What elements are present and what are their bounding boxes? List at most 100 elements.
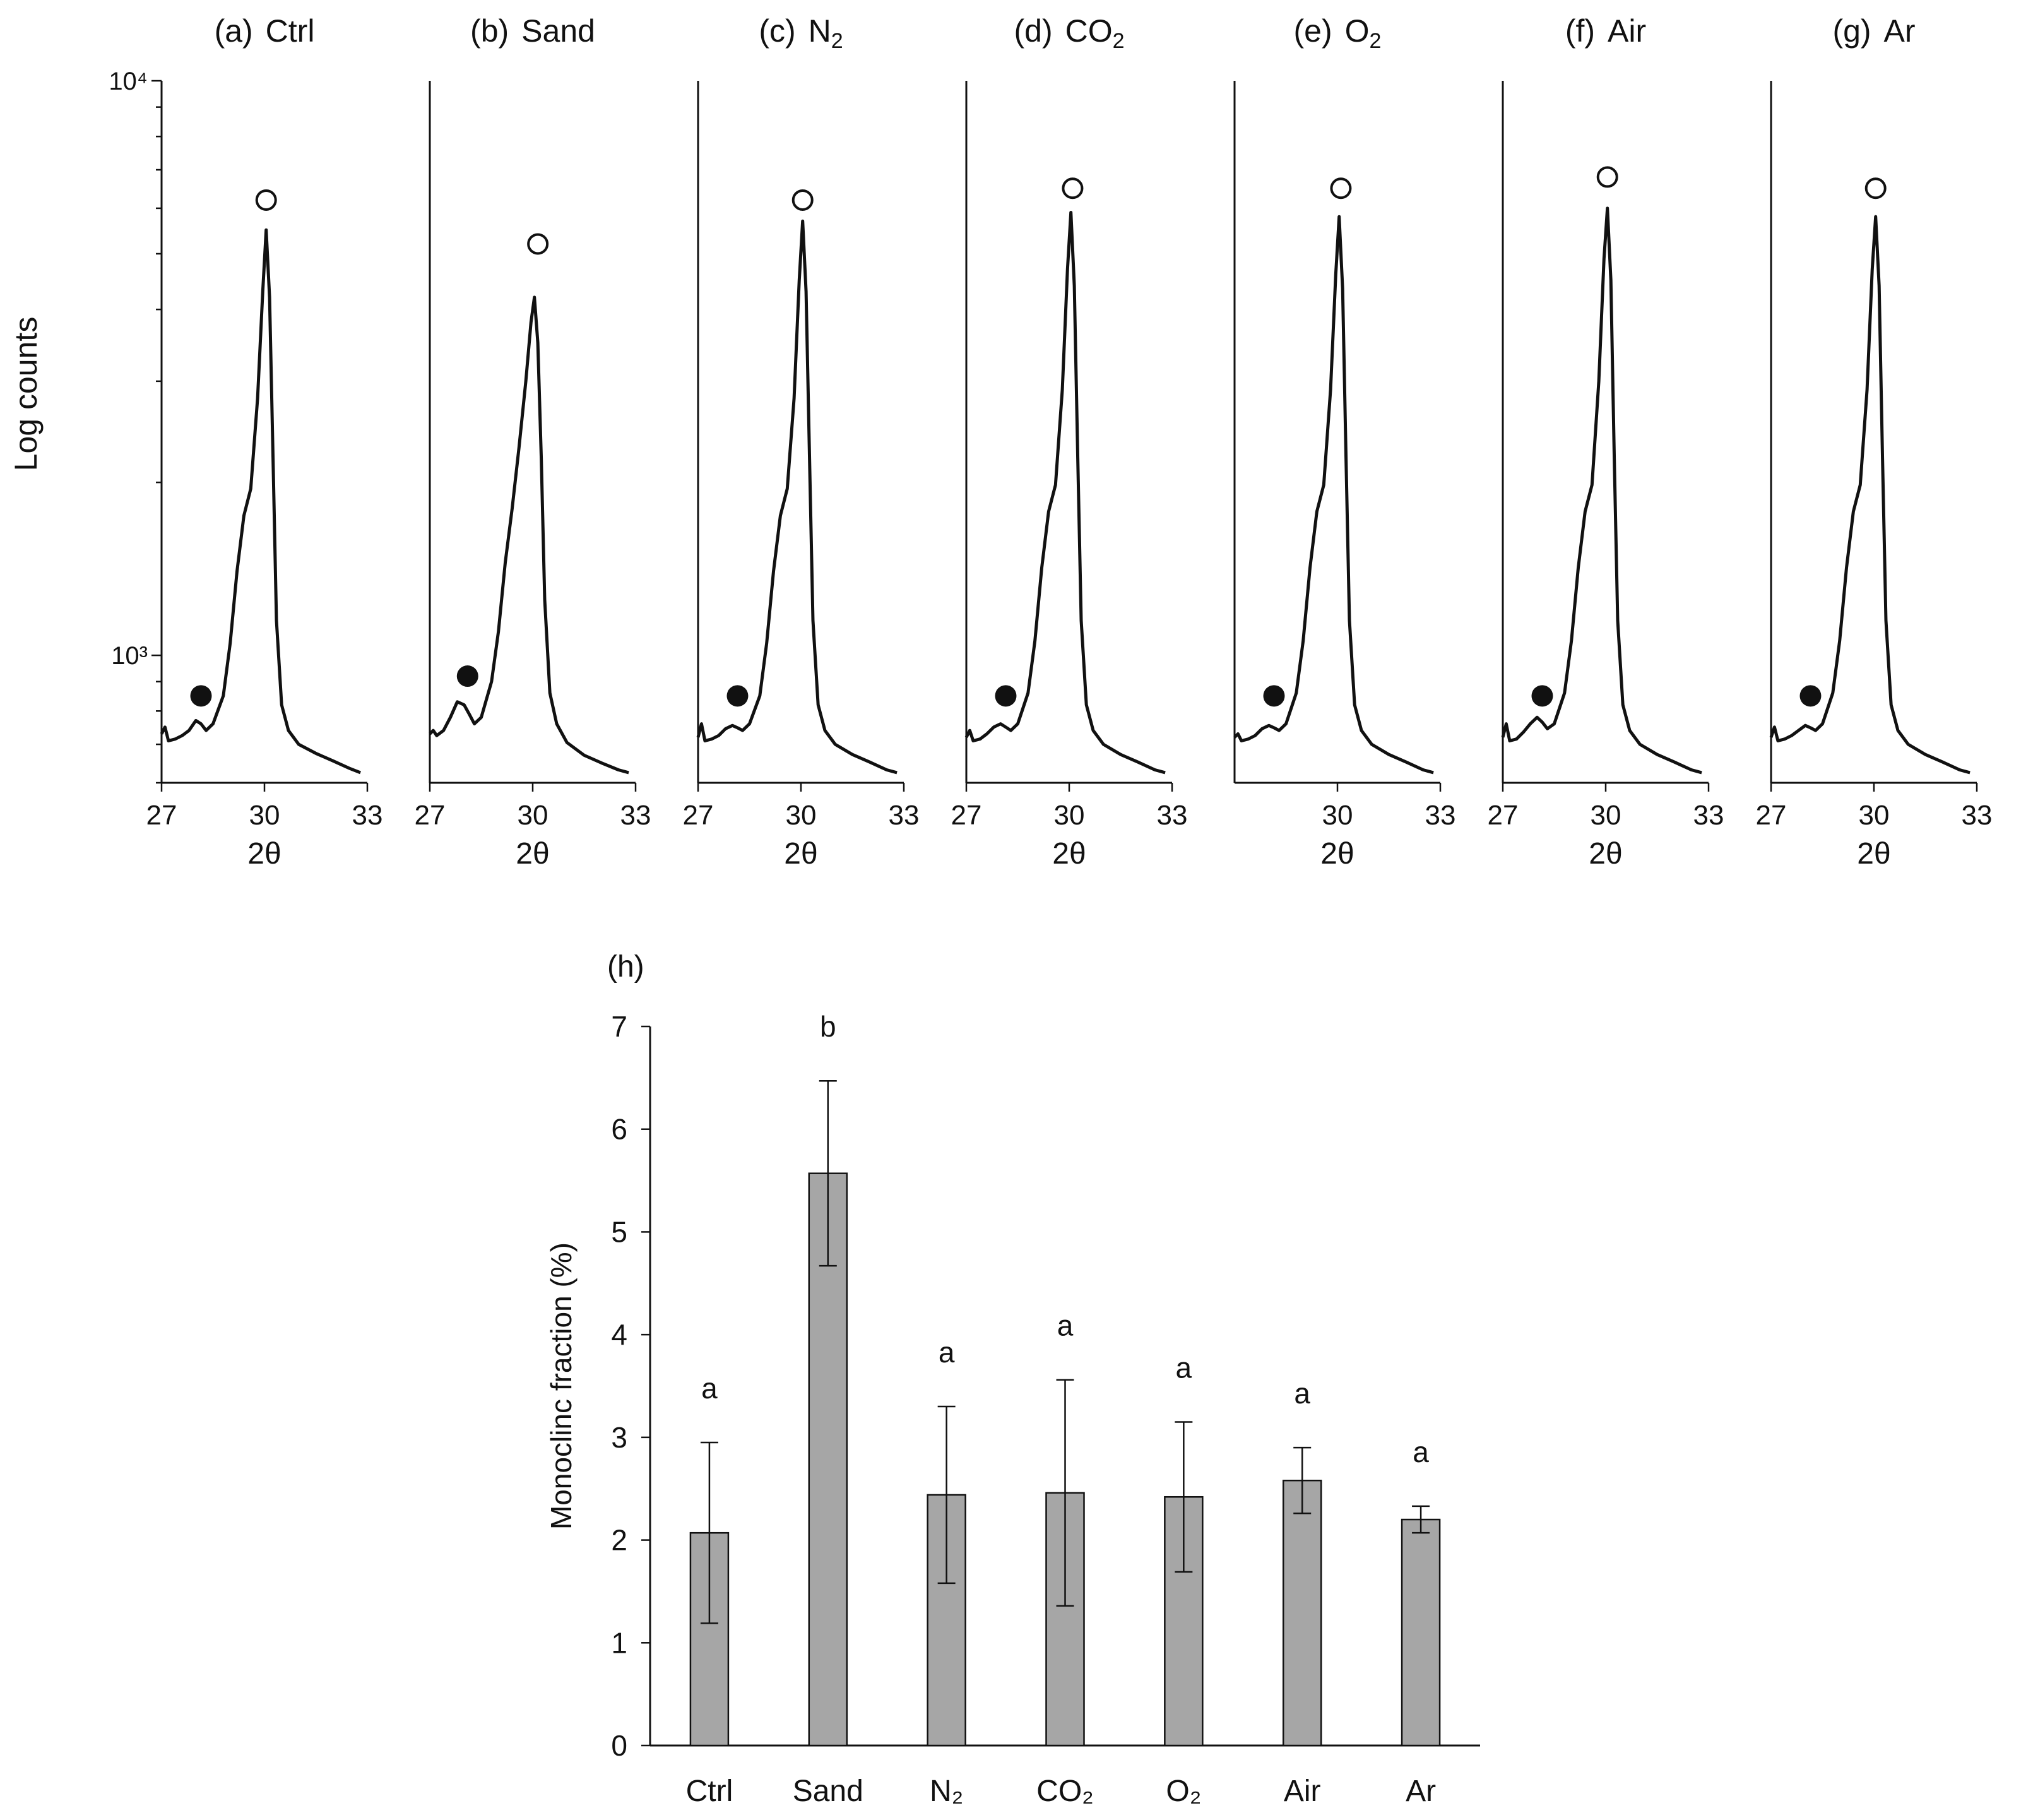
xrd-panel-3: (d) CO2 27 30 33 2θ	[951, 13, 1188, 871]
xrd-panel-1: (b) Sand 27 30 33 2θ	[415, 13, 651, 871]
panel-title: (f) Air	[1565, 13, 1646, 49]
panel-title: (b) Sand	[470, 13, 595, 49]
x-tick-label: 33	[1693, 800, 1724, 831]
panel-label: (c)	[759, 13, 795, 49]
x-tick-label: 30	[786, 800, 817, 831]
xrd-trace	[160, 228, 362, 775]
x-tick-label: 30	[1859, 800, 1890, 831]
significance-label: a	[1294, 1377, 1310, 1410]
tetragonal-marker	[1330, 177, 1352, 199]
monoclinic-marker	[190, 685, 212, 707]
panel-name: N	[809, 13, 831, 49]
x-tick-label: 30	[1322, 800, 1353, 831]
xrd-panel-2: (c) N2 27 30 33 2θ	[683, 13, 920, 871]
category-label: O₂	[1166, 1775, 1201, 1808]
tetragonal-marker	[791, 189, 814, 211]
x-tick-label: 27	[951, 800, 982, 831]
panel-label: (a)	[215, 13, 253, 49]
x-axis-title: 2θ	[784, 837, 817, 871]
x-tick-label: 30	[249, 800, 280, 831]
x-tick-label: 30	[1591, 800, 1621, 831]
panel-name: O	[1345, 13, 1370, 49]
panel-name: Sand	[521, 13, 595, 49]
x-tick-label: 27	[683, 800, 714, 831]
x-tick-label: 27	[146, 800, 177, 831]
xrd-trace	[1233, 215, 1434, 775]
panel-title: (c) N2	[759, 13, 843, 53]
x-tick-label: 33	[352, 800, 383, 831]
xrd-trace	[429, 295, 629, 775]
xrd-trace	[696, 219, 898, 775]
monoclinic-marker	[995, 685, 1017, 707]
category-label: N₂	[930, 1775, 963, 1808]
y-tick-label: 10⁴	[109, 68, 148, 95]
panel-name-subscript: 2	[831, 29, 843, 53]
x-axis-title: 2θ	[1589, 837, 1622, 871]
x-tick-label: 33	[889, 800, 920, 831]
monoclinic-marker	[726, 685, 749, 707]
x-tick-label: 33	[620, 800, 651, 831]
significance-label: a	[1176, 1351, 1192, 1384]
xrd-panel-4: (e) O2 30 33 2θ	[1233, 13, 1456, 871]
panel-title: (e) O2	[1294, 13, 1382, 53]
panel-name: CO	[1065, 13, 1113, 49]
x-tick-label: 33	[1425, 800, 1456, 831]
monoclinic-marker	[1799, 685, 1822, 707]
significance-label: a	[701, 1372, 718, 1405]
y-tick-label: 5	[611, 1215, 627, 1248]
panel-name: Ctrl	[266, 13, 315, 49]
monoclinic-marker	[456, 665, 478, 687]
significance-label: a	[1413, 1436, 1429, 1468]
x-axis-title: 2θ	[1320, 837, 1354, 871]
significance-label: b	[820, 1010, 836, 1043]
x-tick-label: 33	[1157, 800, 1188, 831]
panel-title: (d) CO2	[1014, 13, 1124, 53]
panel-label: (f)	[1565, 13, 1595, 49]
panel-label: (e)	[1294, 13, 1332, 49]
x-axis-title: 2θ	[247, 837, 281, 871]
panel-name-subscript: 2	[1370, 29, 1382, 53]
x-axis-title: 2θ	[1052, 837, 1086, 871]
x-tick-label: 30	[1054, 800, 1085, 831]
x-tick-label: 27	[1488, 800, 1519, 831]
panel-label: (b)	[470, 13, 509, 49]
tetragonal-marker	[1062, 177, 1084, 199]
y-tick-label: 6	[611, 1113, 627, 1146]
x-tick-label: 30	[518, 800, 548, 831]
y-tick-label: 1	[611, 1626, 627, 1659]
x-tick-label: 27	[1756, 800, 1787, 831]
panel-label: (h)	[607, 950, 644, 984]
category-label: Sand	[793, 1775, 863, 1808]
category-label: Ar	[1406, 1775, 1436, 1808]
xrd-panel-6: (g) Ar 27 30 33 2θ	[1756, 13, 1993, 871]
x-tick-label: 33	[1962, 800, 1993, 831]
panel-name-subscript: 2	[1113, 29, 1125, 53]
category-label: CO₂	[1036, 1775, 1094, 1808]
y-tick-label: 2	[611, 1524, 627, 1557]
panel-label: (d)	[1014, 13, 1052, 49]
monoclinic-marker	[1263, 685, 1285, 707]
tetragonal-marker	[1596, 166, 1618, 188]
category-label: Air	[1284, 1775, 1321, 1808]
y-tick-label: 4	[611, 1318, 627, 1351]
category-label: Ctrl	[686, 1775, 733, 1808]
monoclinic-marker	[1531, 685, 1553, 707]
tetragonal-marker	[527, 233, 549, 255]
panel-title: (g) Ar	[1832, 13, 1915, 49]
xrd-panel-5: (f) Air 27 30 33 2θ	[1488, 13, 1724, 871]
panel-name: Ar	[1884, 13, 1916, 49]
y-tick-label: 10³	[111, 642, 148, 670]
x-axis-title: 2θ	[1857, 837, 1890, 871]
panel-name: Air	[1608, 13, 1646, 49]
panel-title: (a) Ctrl	[215, 13, 315, 49]
x-tick-label: 27	[415, 800, 446, 831]
tetragonal-marker	[1864, 177, 1887, 199]
bar-chart-panel: (h) 0 1 2 3 4 5 6 7 Monoclinc fraction (%) a Ctrl b S…	[545, 950, 1480, 1808]
xrd-trace	[964, 211, 1166, 775]
x-axis-title: 2θ	[516, 837, 549, 871]
xrd-panel-0: (a) Ctrl 10³ 10⁴ Log counts 27 30 33 2θ	[8, 13, 382, 871]
y-tick-label: 0	[611, 1729, 627, 1762]
y-tick-label: 3	[611, 1421, 627, 1454]
bar	[1401, 1518, 1441, 1747]
